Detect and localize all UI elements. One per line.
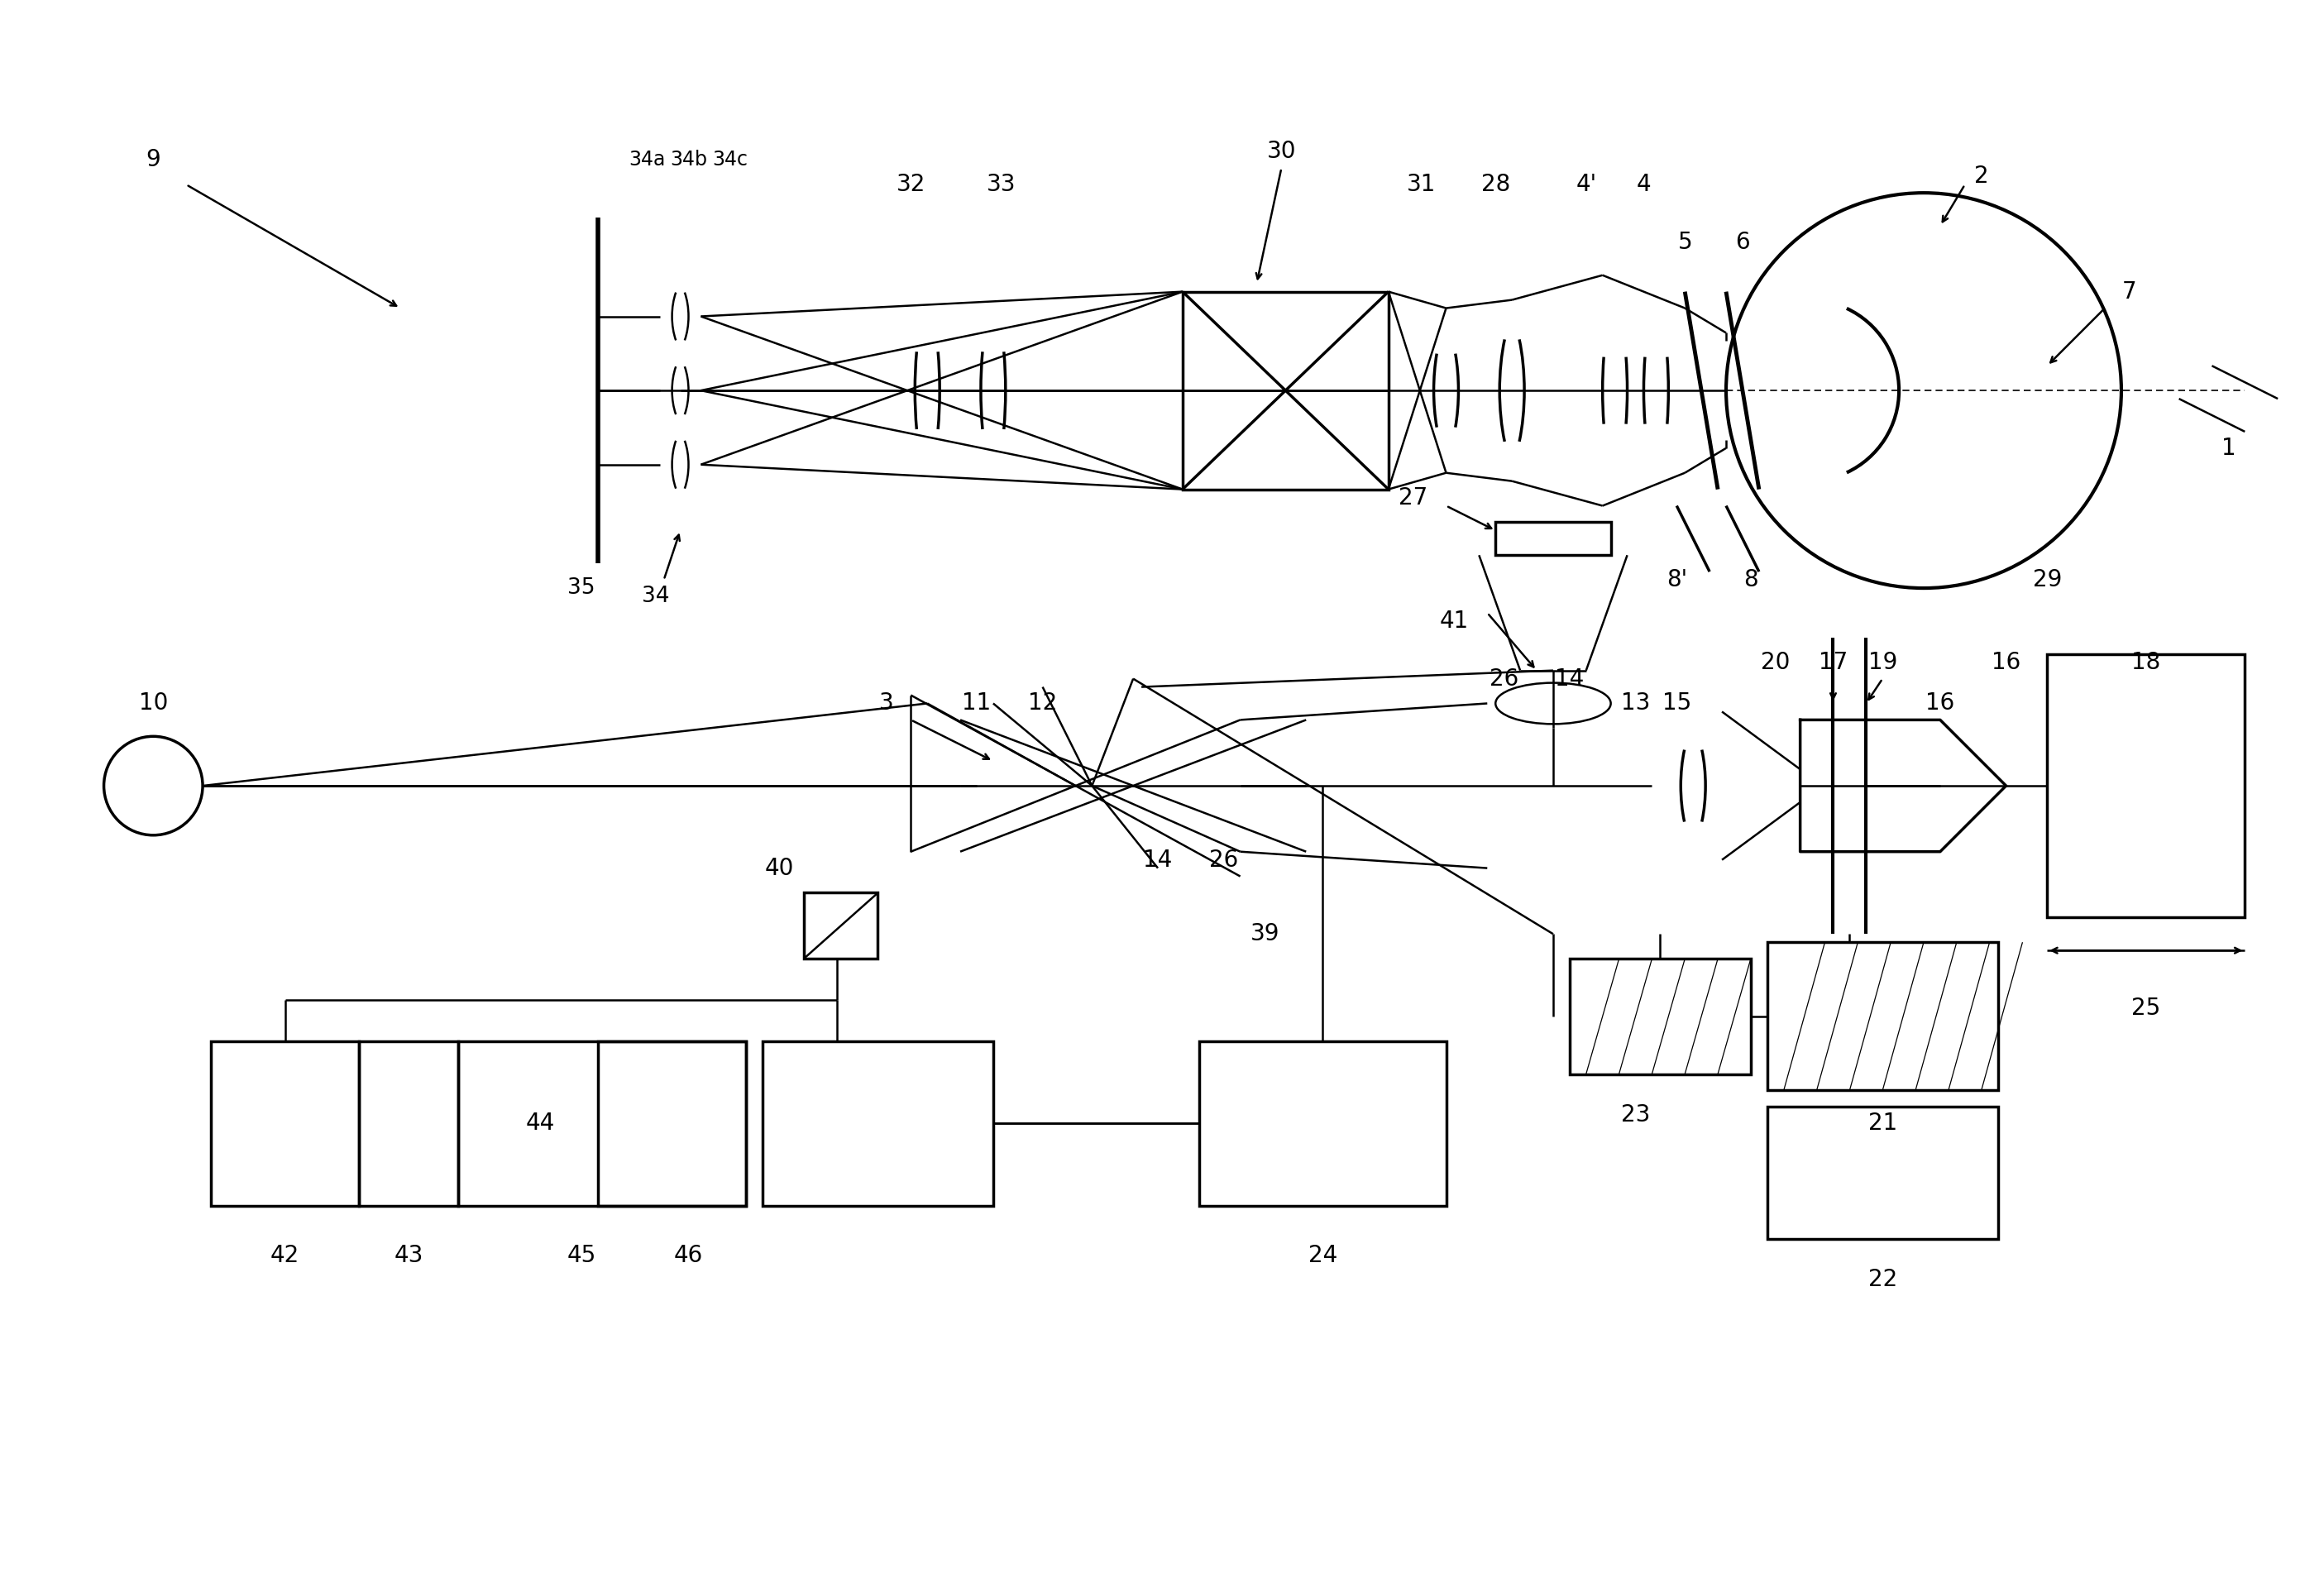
Text: 4: 4 [1636,173,1650,197]
Text: 19: 19 [1868,651,1896,673]
Text: 8: 8 [1743,569,1757,591]
Text: 25: 25 [2131,997,2161,1019]
Text: 17: 17 [1820,651,1848,673]
Text: 41: 41 [1441,610,1469,632]
Text: 4': 4' [1576,173,1597,197]
Text: 16: 16 [1992,651,2020,673]
Bar [1497,522,1611,556]
Text: 23: 23 [1620,1104,1650,1127]
Bar [360,1042,458,1205]
Bar [1569,959,1750,1073]
Text: 8': 8' [1666,569,1687,591]
Text: 33: 33 [988,173,1016,197]
Bar [458,1042,746,1205]
Text: 30: 30 [1267,140,1297,164]
Text: 39: 39 [1250,923,1281,945]
Text: 12: 12 [1027,692,1057,715]
Text: 16: 16 [1927,692,1954,715]
Text: 44: 44 [525,1112,555,1135]
Text: 43: 43 [393,1243,423,1267]
Text: 13: 13 [1620,692,1650,715]
Bar [1199,1042,1446,1205]
Text: 27: 27 [1399,486,1427,510]
Text: 24: 24 [1308,1243,1336,1267]
Text: 1: 1 [2222,437,2236,459]
Text: 29: 29 [2034,569,2061,591]
Text: 6: 6 [1736,230,1750,254]
Bar [2047,654,2245,918]
Text: 3: 3 [878,692,892,715]
Text: 35: 35 [567,578,595,599]
Text: 10: 10 [139,692,167,715]
Text: 46: 46 [674,1243,704,1267]
Text: 26: 26 [1490,667,1518,691]
Text: 7: 7 [2122,279,2136,303]
Text: 5: 5 [1678,230,1692,254]
Text: 34: 34 [641,586,669,607]
Bar [1183,292,1387,489]
Bar [804,892,878,959]
Text: 31: 31 [1406,173,1436,197]
Text: 42: 42 [270,1243,300,1267]
Text: 21: 21 [1868,1112,1896,1135]
Text: 34a: 34a [630,149,665,170]
Text: 2: 2 [1973,165,1989,187]
Text: 34b: 34b [669,149,706,170]
Text: 45: 45 [567,1243,595,1267]
Text: 9: 9 [146,148,160,172]
Text: 14: 14 [1555,667,1585,691]
Text: 18: 18 [2131,651,2161,673]
Text: 22: 22 [1868,1269,1896,1291]
Bar [762,1042,992,1205]
Text: 32: 32 [897,173,925,197]
Text: 40: 40 [765,856,795,880]
Bar [211,1042,360,1205]
Text: 14: 14 [1143,848,1174,872]
Bar [1766,1107,1999,1239]
Text: 26: 26 [1208,848,1239,872]
Bar [597,1042,746,1205]
Text: 20: 20 [1762,651,1789,673]
Text: 15: 15 [1662,692,1692,715]
Bar [1766,942,1999,1091]
Text: 28: 28 [1480,173,1511,197]
Text: 11: 11 [962,692,992,715]
Text: 34c: 34c [711,149,748,170]
